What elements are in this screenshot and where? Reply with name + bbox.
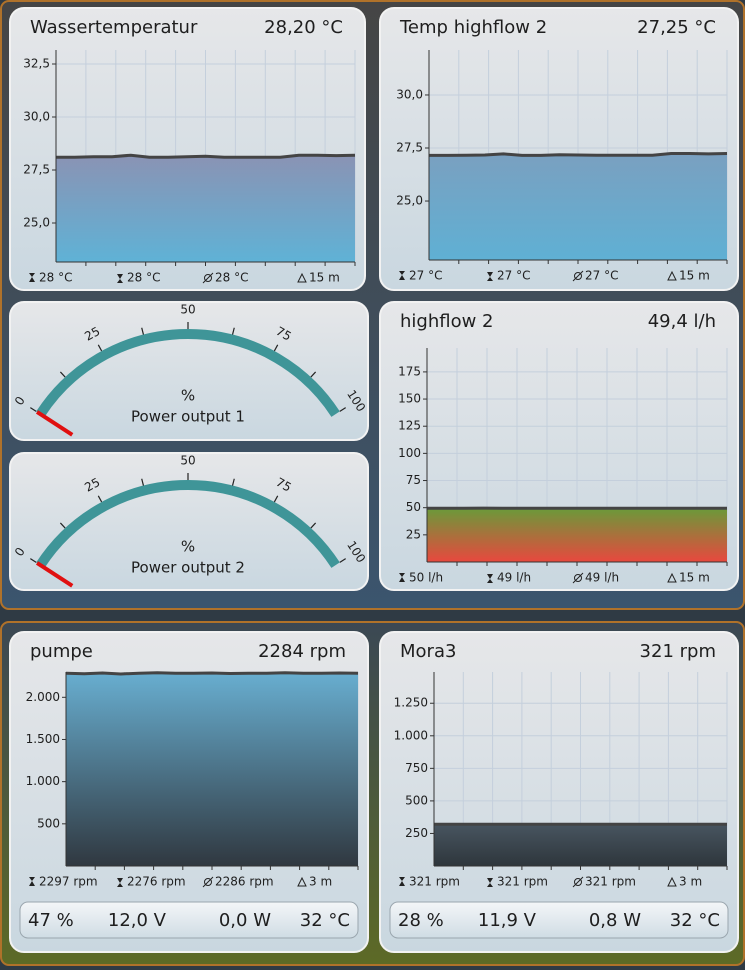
- y-tick-label: 500: [405, 793, 428, 807]
- panel-title: Mora3: [400, 641, 456, 662]
- panel-reading: 321 rpm: [640, 641, 716, 662]
- line: [66, 673, 358, 674]
- gauge-tick-label: 50: [180, 303, 195, 317]
- stat-label: 27 °C: [409, 269, 442, 283]
- readout: 11,9 V: [478, 910, 537, 931]
- readout: 0,0 W: [219, 910, 271, 931]
- readout: 0,8 W: [589, 910, 641, 931]
- y-tick-label: 1.000: [394, 728, 428, 742]
- y-tick-label: 175: [398, 364, 421, 378]
- panel-reading: 28,20 °C: [264, 17, 343, 38]
- area: [434, 824, 727, 866]
- y-tick-label: 25,0: [23, 215, 50, 229]
- panel-title: Wassertemperatur: [30, 17, 198, 38]
- stat-label: 27 °C: [497, 269, 530, 283]
- panel-reading: 49,4 l/h: [648, 311, 716, 332]
- y-tick-label: 500: [37, 816, 60, 830]
- y-tick-label: 150: [398, 392, 421, 406]
- readout: 32 °C: [300, 910, 350, 931]
- area: [429, 154, 727, 261]
- y-tick-label: 1.500: [26, 732, 60, 746]
- stat-label: 3 m: [309, 875, 332, 889]
- stat-label: 28 °C: [215, 271, 248, 285]
- y-tick-label: 30,0: [396, 87, 423, 101]
- stat-label: 49 l/h: [585, 571, 619, 585]
- y-tick-label: 2.000: [26, 690, 60, 704]
- readout: 47 %: [28, 910, 74, 931]
- y-tick-label: 32,5: [23, 56, 50, 70]
- stat-label: 2297 rpm: [39, 875, 98, 889]
- y-tick-label: 125: [398, 419, 421, 433]
- stat-label: 49 l/h: [497, 571, 531, 585]
- y-tick-label: 1.000: [26, 774, 60, 788]
- area: [66, 673, 358, 866]
- stat-label: 27 °C: [585, 269, 618, 283]
- stat-label: 50 l/h: [409, 571, 443, 585]
- area: [56, 155, 355, 262]
- panel-title: highflow 2: [400, 311, 494, 332]
- y-tick-label: 25,0: [396, 194, 423, 208]
- stat-label: 28 °C: [39, 271, 72, 285]
- y-tick-label: 1.250: [394, 696, 428, 710]
- gauge-unit: %: [181, 538, 195, 556]
- gauge-name: Power output 1: [131, 408, 245, 426]
- y-tick-label: 50: [406, 500, 421, 514]
- readout: 12,0 V: [108, 910, 167, 931]
- stat-label: 321 rpm: [497, 875, 548, 889]
- gauge-tick-label: 50: [180, 454, 195, 468]
- stat-label: 321 rpm: [585, 875, 636, 889]
- panel-reading: 2284 rpm: [258, 641, 346, 662]
- gauge-name: Power output 2: [131, 559, 245, 577]
- panel-reading: 27,25 °C: [637, 17, 716, 38]
- readout: 28 %: [398, 910, 444, 931]
- stat-label: 15 m: [679, 269, 710, 283]
- stat-label: 2276 rpm: [127, 875, 186, 889]
- panel-title: Temp highflow 2: [399, 17, 547, 38]
- y-tick-label: 30,0: [23, 109, 50, 123]
- y-tick-label: 27,5: [396, 141, 423, 155]
- y-tick-label: 100: [398, 446, 421, 460]
- stat-label: 15 m: [309, 271, 340, 285]
- y-tick-label: 25: [406, 527, 421, 541]
- area: [427, 508, 727, 562]
- stat-label: 28 °C: [127, 271, 160, 285]
- readout: 32 °C: [670, 910, 720, 931]
- y-tick-label: 750: [405, 761, 428, 775]
- stat-label: 15 m: [679, 571, 710, 585]
- gauge-unit: %: [181, 387, 195, 405]
- y-tick-label: 27,5: [23, 162, 50, 176]
- y-tick-label: 250: [405, 826, 428, 840]
- stat-label: 321 rpm: [409, 875, 460, 889]
- stat-label: 2286 rpm: [215, 875, 274, 889]
- stat-label: 3 m: [679, 875, 702, 889]
- panel-title: pumpe: [30, 641, 93, 662]
- y-tick-label: 75: [406, 473, 421, 487]
